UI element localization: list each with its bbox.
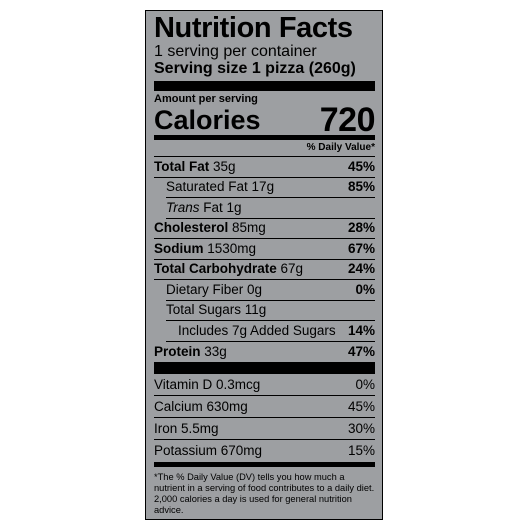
row-sodium: Sodium 1530mg 67%	[154, 239, 375, 260]
total-carb-dv: 24%	[347, 261, 375, 277]
protein-dv: 47%	[347, 343, 375, 359]
saturated-fat-label: Saturated Fat 17g	[166, 179, 275, 195]
row-total-carbohydrate: Total Carbohydrate 67g 24%	[154, 260, 375, 280]
calcium-dv: 45%	[347, 398, 375, 414]
calories-value: 720	[319, 101, 376, 139]
thick-divider-protein	[154, 362, 375, 374]
row-calcium: Calcium 630mg 45%	[154, 396, 375, 418]
medium-divider-footnote	[154, 462, 375, 467]
medium-divider	[154, 135, 375, 140]
sodium-dv: 67%	[347, 240, 375, 256]
added-sugars-dv: 14%	[347, 322, 375, 338]
row-vitamin-d: Vitamin D 0.3mcg 0%	[154, 374, 375, 396]
panel-title: Nutrition Facts	[154, 12, 353, 44]
trans-fat-label: Fat 1g	[203, 199, 242, 215]
serving-size-value: 1 pizza (260g)	[251, 60, 356, 77]
sodium-amount: 1530mg	[207, 240, 257, 256]
vitamin-d-label: Vitamin D 0.3mcg	[154, 376, 261, 392]
calories-row: Calories 720	[154, 101, 376, 139]
cholesterol-amount: 85mg	[232, 220, 266, 236]
potassium-dv: 15%	[347, 443, 375, 458]
calories-label: Calories	[154, 105, 261, 135]
nutrition-facts-panel: Nutrition Facts 1 serving per container …	[145, 10, 383, 520]
row-total-fat: Total Fat 35g 45%	[154, 157, 375, 178]
total-sugars-label: Total Sugars 11g	[166, 302, 267, 318]
row-cholesterol: Cholesterol 85mg 28%	[154, 219, 375, 239]
footnote: *The % Daily Value (DV) tells you how mu…	[154, 472, 375, 515]
protein-label: Protein	[154, 343, 201, 359]
dietary-fiber-dv: 0%	[355, 281, 375, 297]
iron-label: Iron 5.5mg	[154, 420, 219, 436]
potassium-label: Potassium 670mg	[154, 443, 263, 458]
row-potassium: Potassium 670mg 15%	[154, 440, 375, 462]
added-sugars-label: Includes 7g Added Sugars	[178, 322, 336, 338]
total-fat-amount: 35g	[213, 158, 236, 174]
total-carb-amount: 67g	[280, 261, 304, 277]
calcium-label: Calcium 630mg	[154, 398, 248, 414]
total-carb-label: Total Carbohydrate	[154, 261, 277, 277]
dietary-fiber-label: Dietary Fiber 0g	[166, 281, 263, 297]
trans-fat-italic: Trans	[166, 199, 200, 215]
row-iron: Iron 5.5mg 30%	[154, 418, 375, 440]
cholesterol-dv: 28%	[347, 220, 375, 236]
row-protein: Protein 33g 47%	[154, 342, 375, 363]
row-total-sugars: Total Sugars 11g	[166, 301, 375, 321]
serving-size-label: Serving size	[154, 60, 248, 77]
total-fat-label: Total Fat	[154, 158, 210, 174]
protein-amount: 33g	[204, 343, 227, 359]
cholesterol-label: Cholesterol	[154, 220, 229, 236]
total-fat-dv: 45%	[347, 158, 375, 174]
daily-value-header: % Daily Value*	[154, 140, 375, 157]
row-dietary-fiber: Dietary Fiber 0g 0%	[166, 280, 375, 301]
row-saturated-fat: Saturated Fat 17g 85%	[166, 178, 375, 198]
sodium-label: Sodium	[154, 240, 204, 256]
servings-per-container: 1 serving per container	[154, 43, 317, 60]
row-trans-fat: Trans Fat 1g	[166, 198, 375, 219]
serving-size: Serving size 1 pizza (260g)	[154, 60, 375, 77]
amount-per-serving: Amount per serving	[154, 93, 258, 105]
vitamin-d-dv: 0%	[355, 376, 375, 392]
thick-divider	[154, 81, 375, 91]
row-added-sugars: Includes 7g Added Sugars 14%	[166, 321, 375, 342]
iron-dv: 30%	[347, 420, 375, 436]
saturated-fat-dv: 85%	[347, 179, 375, 195]
